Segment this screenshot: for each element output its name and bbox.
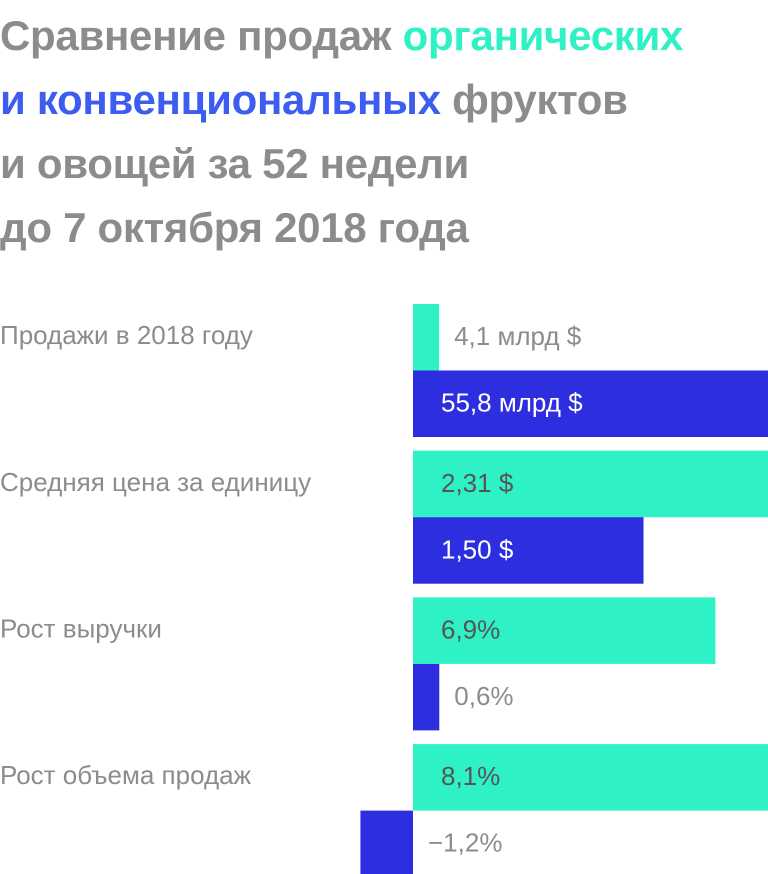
value-label: −1,2% (428, 828, 502, 858)
value-label: 1,50 $ (441, 534, 514, 564)
title-part: Сравнение продаж (0, 12, 392, 59)
value-label: 55,8 млрд $ (441, 388, 583, 418)
bar (413, 370, 768, 437)
bar (413, 663, 440, 731)
title-part: до 7 октября 2018 года (0, 204, 469, 251)
title-part: и овощей за 52 недели (0, 140, 470, 187)
bar (360, 810, 413, 874)
category-label: Рост выручки (0, 614, 162, 644)
value-label: 8,1% (441, 761, 500, 791)
title-part: и конвенциональных (0, 76, 441, 123)
value-label: 0,6% (454, 681, 513, 711)
value-label: 6,9% (441, 615, 500, 645)
bar (413, 450, 768, 518)
value-label: 4,1 млрд $ (454, 321, 582, 351)
value-label: 2,31 $ (441, 468, 514, 498)
title-part: органических (402, 12, 684, 59)
bar (413, 517, 644, 584)
title-part: фруктов (452, 76, 628, 123)
category-label: Продажи в 2018 году (0, 320, 253, 350)
bar (413, 744, 768, 811)
category-label: Средняя цена за единицу (0, 467, 311, 497)
category-label: Рост объема продаж (0, 760, 252, 790)
bar (413, 597, 716, 664)
bar (413, 304, 440, 371)
chart-title: Сравнение продаж органических и конвенци… (0, 4, 683, 260)
